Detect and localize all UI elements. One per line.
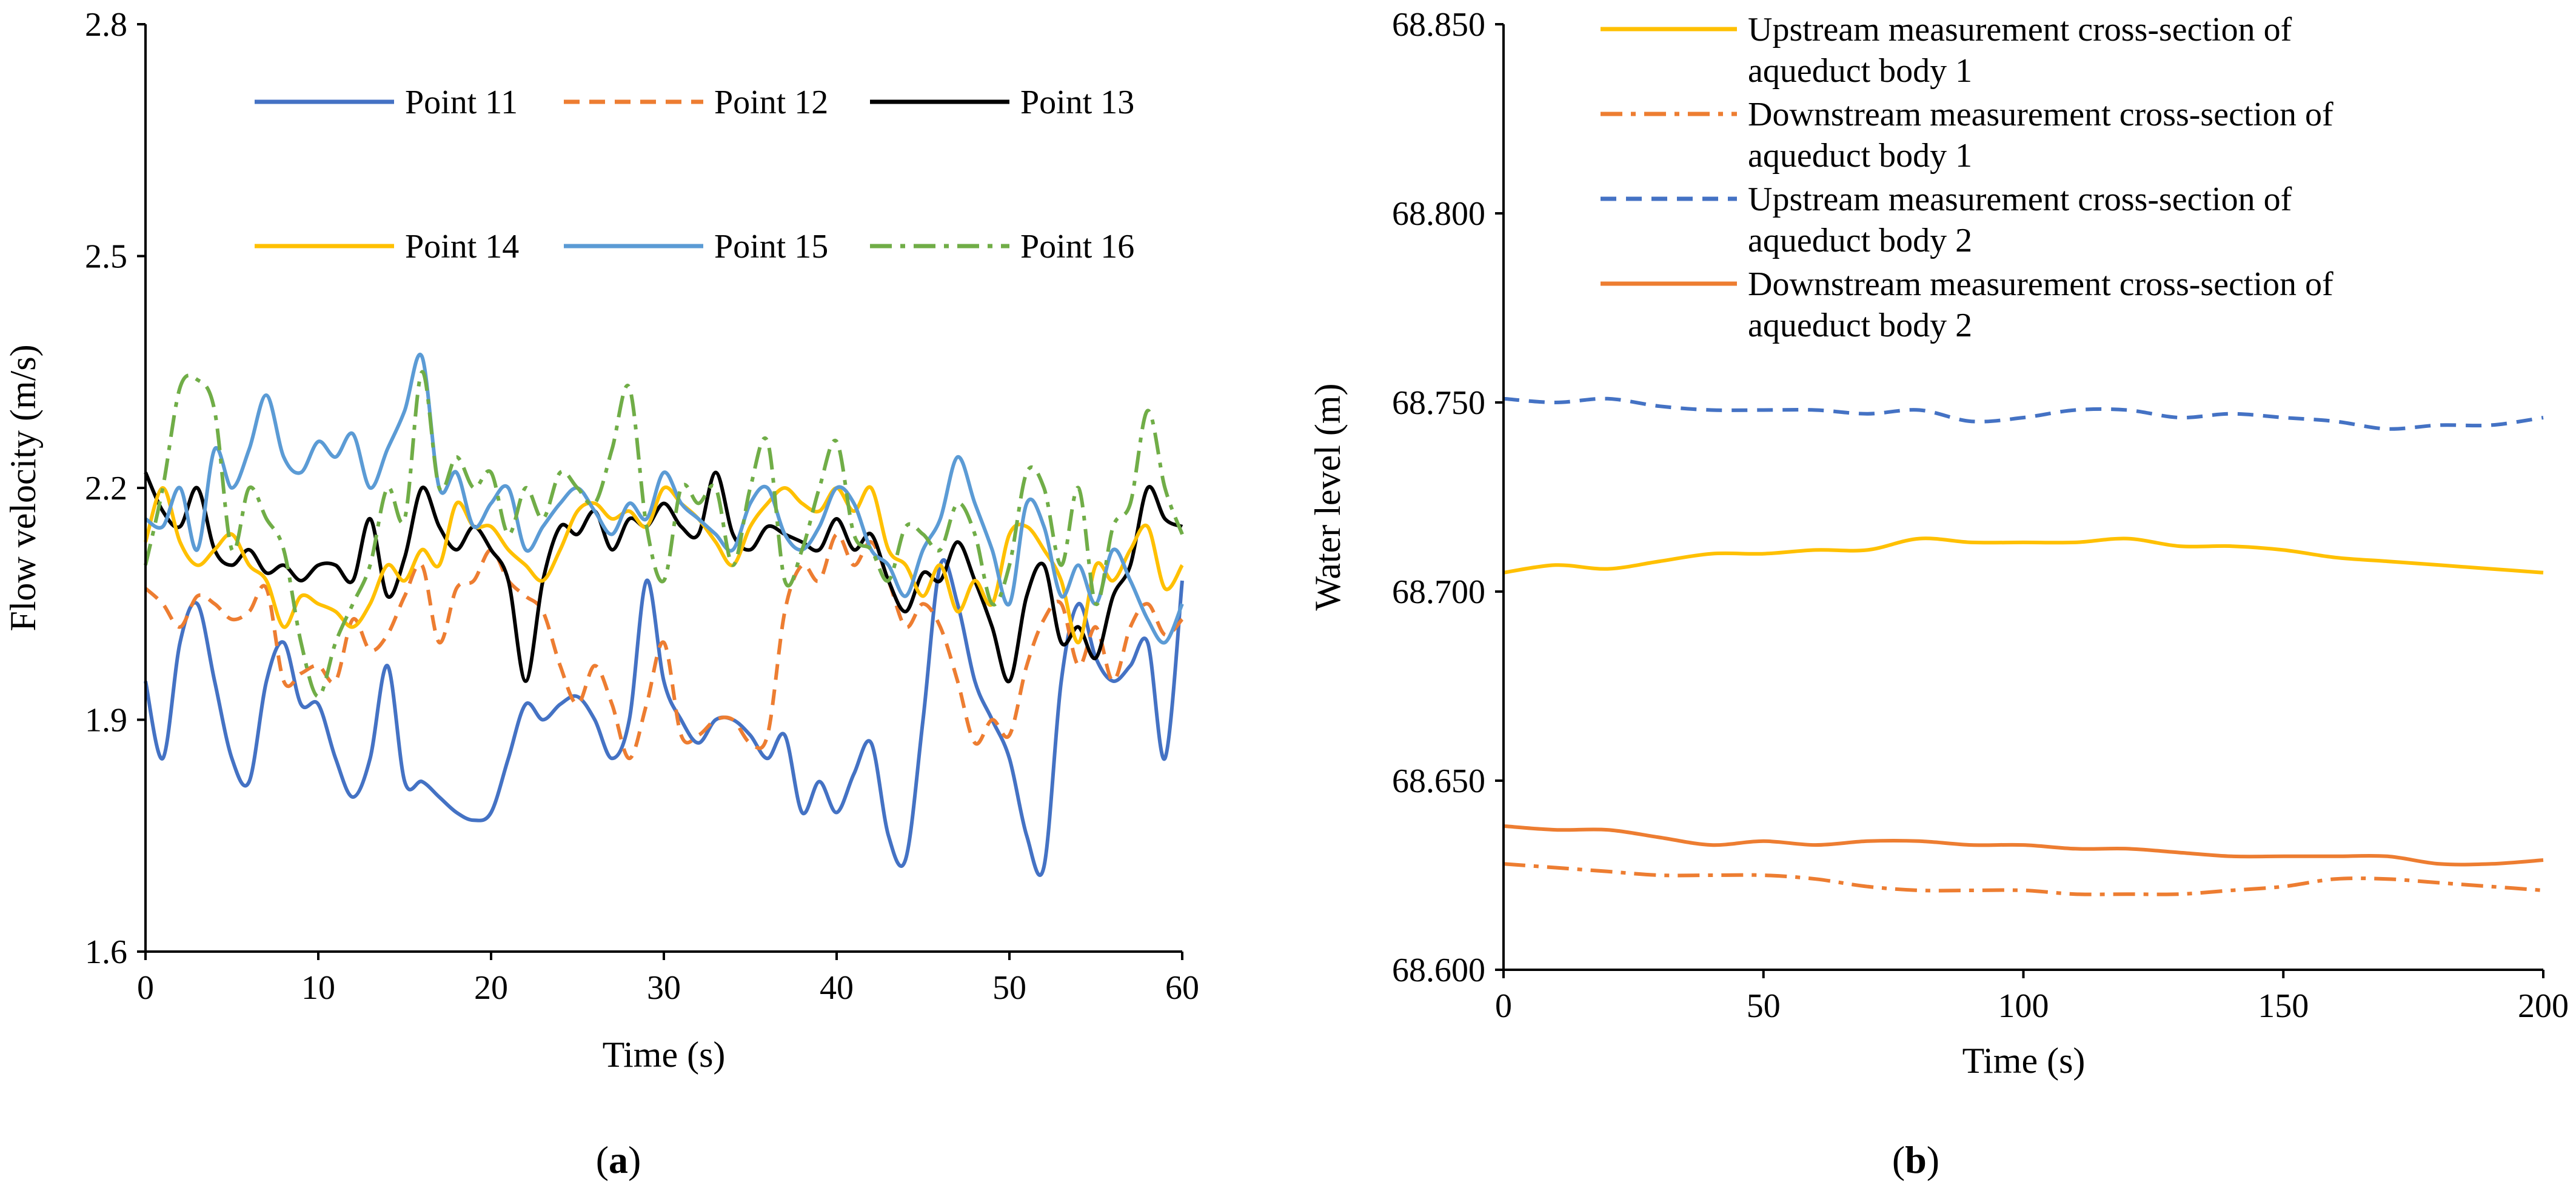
chart-b-y-axis-title: Water level (m)	[1308, 384, 1348, 611]
chart-a-series-line-6	[144, 370, 1184, 699]
chart-b-legend-label: Upstream measurement cross-section of	[1748, 181, 2292, 218]
chart-b-legend-label: Upstream measurement cross-section of	[1748, 11, 2292, 48]
chart-b-series-lines	[1503, 396, 2544, 896]
chart-a-y-tick-label: 2.5	[85, 238, 127, 276]
chart-panel-b: 68.600 68.650 68.700 68.750 68.800 68.850 0 50…	[1308, 6, 2569, 1181]
chart-a-y-ticks: 1.6 1.9 2.2 2.5 2.8	[85, 6, 146, 971]
chart-b-y-tick-label: 68.800	[1392, 195, 1485, 233]
chart-a-series-line-3	[144, 470, 1183, 684]
chart-b-y-tick-label: 68.700	[1392, 573, 1485, 611]
chart-a-legend: Point 11 Point 12 Point 13 Point 14 Point 15…	[255, 84, 1134, 265]
chart-b-legend-label: Downstream measurement cross-section of	[1748, 96, 2333, 133]
chart-b-legend-label-line2: aqueduct body 1	[1748, 52, 1972, 90]
chart-a-x-ticks: 0 10 20 30 40 50 60	[137, 952, 1199, 1007]
chart-a-series-line-5	[144, 353, 1184, 645]
chart-a-y-tick-label: 1.9	[85, 702, 127, 739]
chart-a-series-line-4	[144, 485, 1184, 645]
chart-a-x-tick-label: 10	[301, 969, 335, 1007]
chart-a-x-tick-label: 20	[474, 969, 508, 1007]
chart-b-series-line-3	[1503, 396, 2544, 431]
chart-a-legend-label: Point 12	[714, 84, 828, 121]
chart-b-legend-label-line2: aqueduct body 2	[1748, 222, 1972, 259]
chart-b-series-line-1	[1503, 536, 2544, 575]
chart-a-y-axis-title: Flow velocity (m/s)	[3, 344, 43, 631]
chart-b-x-tick-label: 200	[2518, 987, 2569, 1025]
chart-b-y-tick-label: 68.600	[1392, 952, 1485, 989]
panel-label-a: (a)	[596, 1138, 641, 1181]
chart-b-x-axis-title: Time (s)	[1962, 1041, 2086, 1081]
chart-a-x-axis-title: Time (s)	[603, 1035, 726, 1075]
chart-b-x-tick-label: 150	[2258, 987, 2309, 1025]
chart-a-legend-label: Point 11	[405, 84, 518, 121]
chart-b-y-tick-label: 68.750	[1392, 384, 1485, 422]
chart-a-legend-label: Point 16	[1020, 228, 1134, 265]
chart-b-series-line-4	[1503, 824, 2544, 867]
chart-a-x-tick-label: 0	[137, 969, 154, 1007]
chart-a-x-tick-label: 60	[1165, 969, 1199, 1007]
chart-b-x-tick-label: 100	[1998, 987, 2049, 1025]
chart-a-y-tick-label: 1.6	[85, 933, 127, 971]
chart-b-x-ticks: 0 50 100 150 200	[1495, 970, 2569, 1025]
chart-b-legend-label-line2: aqueduct body 2	[1748, 307, 1972, 344]
chart-a-x-tick-label: 50	[992, 969, 1026, 1007]
chart-a-x-tick-label: 40	[820, 969, 854, 1007]
chart-b-x-tick-label: 0	[1495, 987, 1512, 1025]
chart-a-x-tick-label: 30	[647, 969, 681, 1007]
chart-b-legend-label-line2: aqueduct body 1	[1748, 137, 1972, 175]
panel-label-b: (b)	[1892, 1138, 1939, 1181]
chart-a-y-tick-label: 2.2	[85, 470, 127, 507]
chart-a-legend-label: Point 14	[405, 228, 519, 265]
chart-a-legend-label: Point 15	[714, 228, 828, 265]
chart-b-y-tick-label: 68.650	[1392, 762, 1485, 800]
chart-a-legend-label: Point 13	[1020, 84, 1134, 121]
chart-b-y-tick-label: 68.850	[1392, 6, 1485, 44]
chart-a-series-line-1	[144, 558, 1184, 877]
chart-b-series-line-2	[1503, 862, 2544, 896]
chart-b-legend-label: Downstream measurement cross-section of	[1748, 265, 2333, 303]
chart-panel-a: 1.6 1.9 2.2 2.5 2.8 0 10 20 30 40 50 60 Flow veloc…	[3, 6, 1199, 1181]
chart-b-x-tick-label: 50	[1747, 987, 1781, 1025]
chart-b-legend: Upstream measurement cross-section of aqu…	[1601, 11, 2333, 344]
chart-a-series-lines	[144, 353, 1184, 877]
chart-b-y-ticks: 68.600 68.650 68.700 68.750 68.800 68.850	[1392, 6, 1504, 989]
chart-a-series-line-2	[144, 532, 1184, 761]
chart-a-y-tick-label: 2.8	[85, 6, 127, 44]
